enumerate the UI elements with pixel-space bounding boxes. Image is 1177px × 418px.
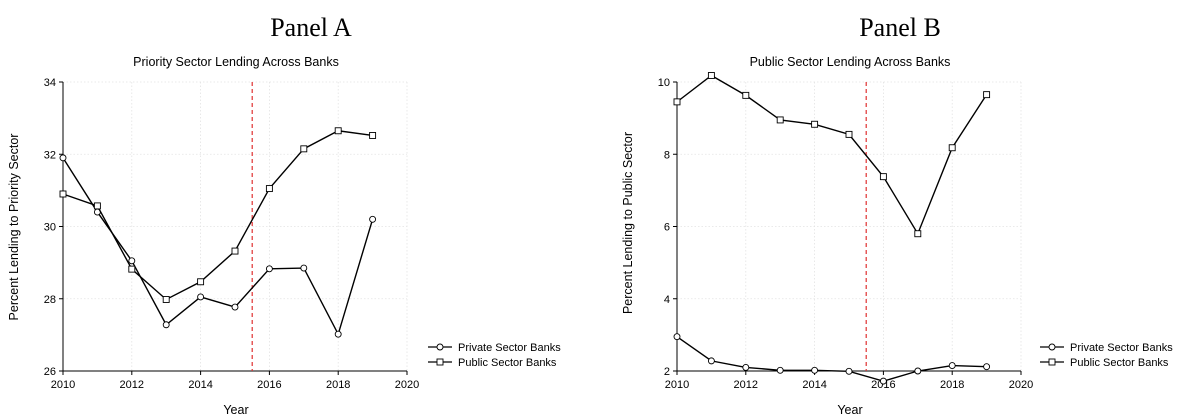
x-tick-label: 2014 (802, 379, 826, 391)
data-point (369, 132, 377, 139)
data-point (93, 202, 101, 210)
legend-label: Public Sector Banks (1070, 357, 1169, 369)
legend-label: Private Sector Banks (458, 342, 561, 354)
data-point (265, 185, 273, 193)
series-line (676, 336, 987, 382)
data-point (811, 366, 819, 374)
x-tick-label: 2016 (871, 379, 895, 391)
x-tick-label: 2012 (120, 379, 144, 391)
y-tick-label: 10 (658, 77, 670, 89)
data-point (776, 116, 784, 124)
data-point (231, 247, 239, 255)
legend-item: Private Sector Banks (428, 342, 561, 354)
y-tick-label: 32 (44, 149, 56, 161)
data-point (128, 265, 136, 273)
y-tick-label: 6 (664, 222, 670, 234)
chart-b-legend: Private Sector Banks Public Sector Banks (1040, 342, 1173, 369)
x-tick-label: 2020 (395, 379, 419, 391)
data-point (334, 127, 342, 135)
data-point (983, 363, 991, 371)
x-tick-label: 2010 (665, 379, 689, 391)
y-tick-label: 4 (664, 294, 670, 306)
y-tick-label: 28 (44, 294, 56, 306)
x-tick-label: 2020 (1009, 379, 1033, 391)
chart-a-y-axis-label: Percent Lending to Priority Sector (7, 134, 21, 321)
series-public-sector-banks (673, 72, 991, 238)
legend-item: Private Sector Banks (1040, 342, 1173, 354)
data-point (776, 366, 784, 374)
panel-b: Panel B Public Sector Lending Across Ban… (621, 13, 1173, 417)
plot-area: 2010 2012 2014 2016 2018 2020 2 4 6 8 10 (658, 72, 1033, 391)
series-line (676, 74, 988, 236)
data-point (59, 190, 67, 198)
data-point (334, 330, 342, 338)
data-point (673, 333, 681, 341)
panel-a-title: Panel A (270, 13, 352, 42)
data-point (231, 303, 239, 311)
data-point (300, 145, 308, 153)
data-point (707, 72, 715, 79)
data-point (162, 296, 170, 303)
data-point (983, 91, 991, 99)
series-line (62, 130, 373, 301)
data-point (197, 278, 205, 286)
y-tick-label: 2 (664, 366, 670, 378)
data-point (742, 91, 750, 99)
data-point (845, 130, 853, 138)
data-point (914, 367, 922, 375)
data-point (845, 367, 853, 375)
data-point (369, 215, 377, 223)
series-private-sector-banks (59, 154, 377, 338)
data-point (879, 173, 887, 181)
data-point (300, 264, 308, 272)
data-point (914, 230, 922, 238)
panel-b-title: Panel B (859, 13, 941, 42)
data-point (811, 120, 819, 128)
legend-item: Public Sector Banks (428, 357, 557, 369)
chart-a-title: Priority Sector Lending Across Banks (133, 55, 339, 69)
data-point (59, 154, 67, 162)
data-point (707, 357, 715, 365)
data-point (879, 377, 887, 385)
x-tick-label: 2012 (734, 379, 758, 391)
x-tick-label: 2018 (940, 379, 964, 391)
y-tick-label: 8 (664, 149, 670, 161)
x-tick-label: 2010 (51, 379, 75, 391)
y-tick-label: 26 (44, 366, 56, 378)
x-tick-label: 2016 (257, 379, 281, 391)
legend-label: Private Sector Banks (1070, 342, 1173, 354)
series-private-sector-banks (673, 333, 991, 385)
y-tick-label: 34 (44, 77, 56, 89)
data-point (197, 293, 205, 301)
chart-a-legend: Private Sector Banks Public Sector Banks (428, 342, 561, 369)
series-line (62, 157, 374, 337)
data-point (162, 321, 170, 329)
chart-b-title: Public Sector Lending Across Banks (750, 55, 951, 69)
x-tick-label: 2018 (326, 379, 350, 391)
chart-b-y-axis-label: Percent Lending to Public Sector (621, 132, 635, 314)
data-point (948, 144, 956, 152)
data-point (742, 363, 750, 371)
plot-area: 2010 2012 2014 2016 2018 2020 26 28 30 32 34 (44, 77, 419, 391)
chart-b-x-axis-label: Year (837, 403, 862, 417)
data-point (948, 362, 956, 370)
data-point (265, 265, 273, 273)
panel-a: Panel A Priority Sector Lending Across B… (7, 13, 561, 417)
data-point (128, 257, 136, 265)
series-public-sector-banks (59, 127, 377, 303)
x-tick-label: 2014 (188, 379, 212, 391)
y-tick-label: 30 (44, 222, 56, 234)
data-point (673, 98, 681, 106)
chart-a-x-axis-label: Year (223, 403, 248, 417)
legend-item: Public Sector Banks (1040, 357, 1169, 369)
legend-label: Public Sector Banks (458, 357, 557, 369)
